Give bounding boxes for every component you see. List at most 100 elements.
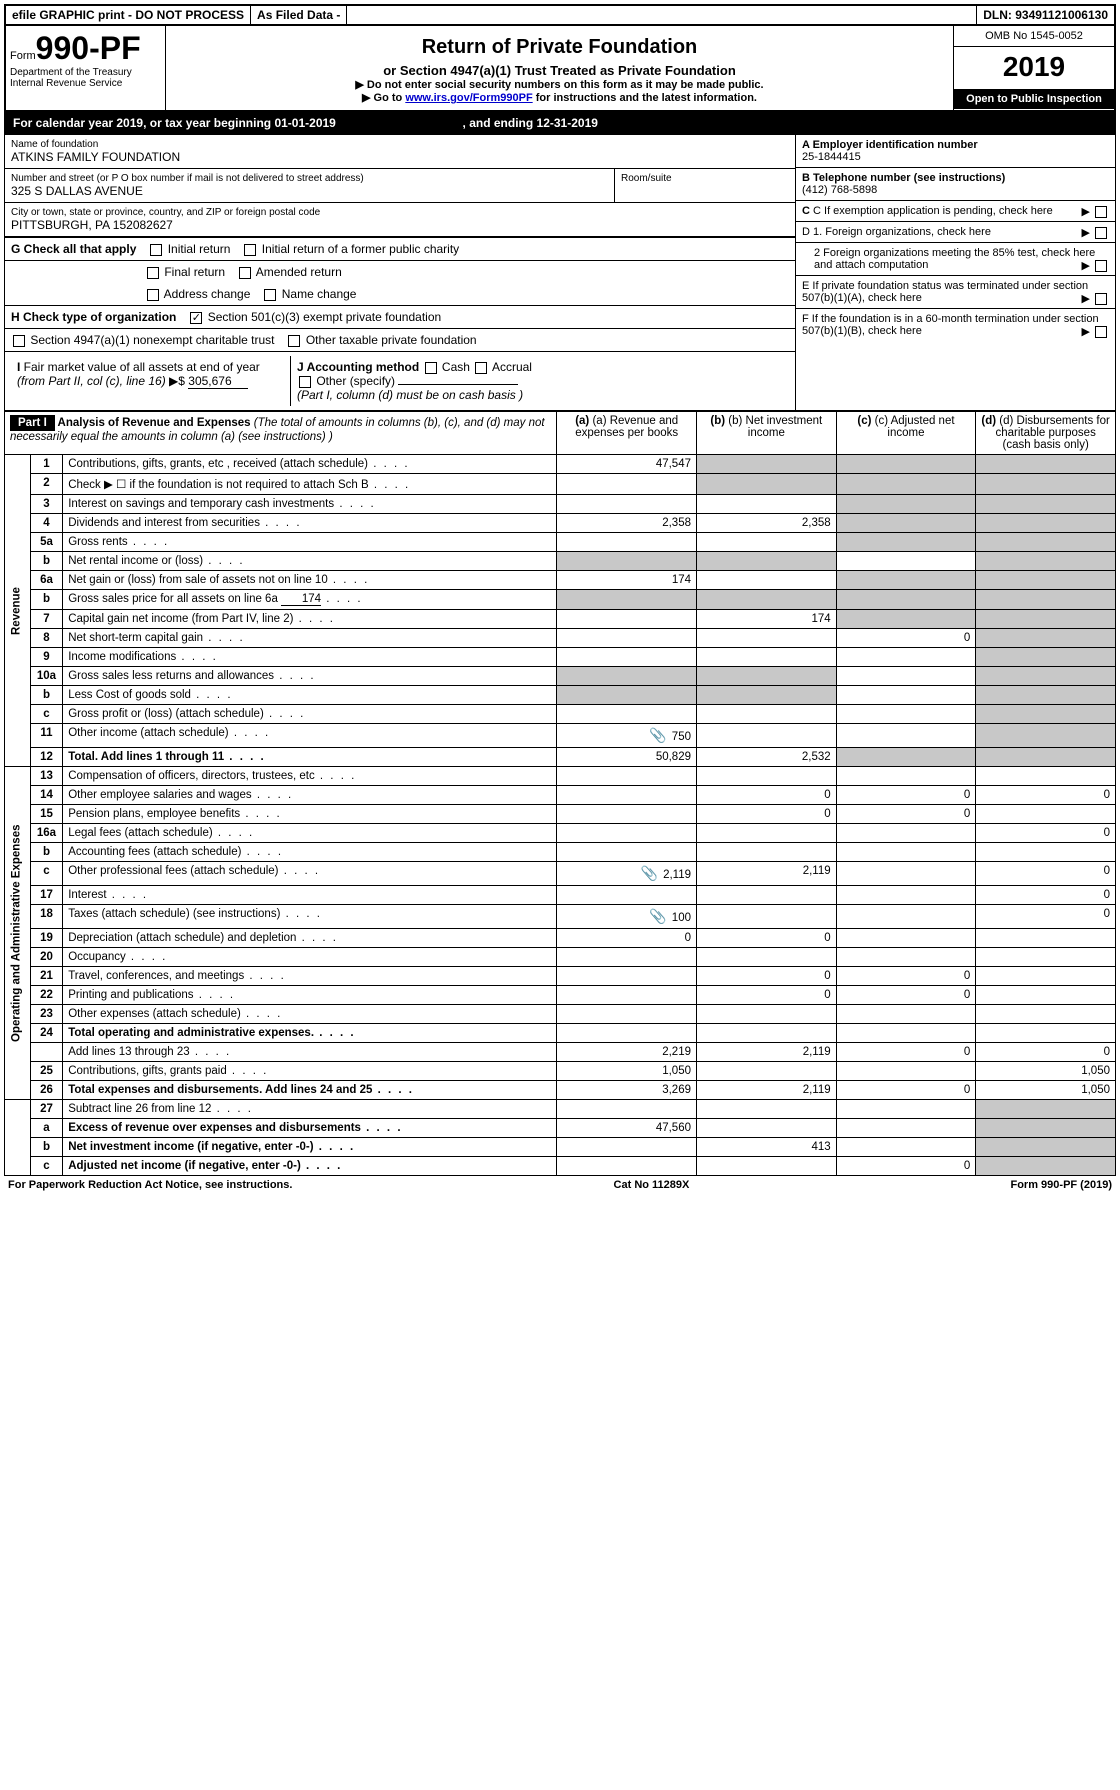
amount-cell bbox=[976, 590, 1116, 610]
amount-cell bbox=[836, 648, 976, 667]
footer-right: Form 990-PF (2019) bbox=[1010, 1179, 1112, 1191]
side-label: Revenue bbox=[5, 455, 31, 767]
amount-cell bbox=[697, 767, 837, 786]
amount-cell: 2,358 bbox=[557, 514, 697, 533]
form-prefix: Form bbox=[10, 50, 36, 62]
omb-number: OMB No 1545-0052 bbox=[954, 26, 1114, 47]
form-number: 990-PF bbox=[36, 30, 141, 66]
tax-year: 2019 bbox=[954, 47, 1114, 87]
checkbox-d2[interactable] bbox=[1095, 260, 1107, 272]
table-row: bGross sales price for all assets on lin… bbox=[5, 590, 1116, 610]
checkbox-4947[interactable] bbox=[13, 335, 25, 347]
line-description: Depreciation (attach schedule) and deple… bbox=[63, 929, 557, 948]
col-b-header: (b) (b) Net investment income bbox=[697, 412, 837, 455]
d1-cell: D 1. Foreign organizations, check here ▶ bbox=[796, 222, 1115, 243]
g-label: G Check all that apply bbox=[11, 242, 136, 256]
line-number: b bbox=[30, 843, 62, 862]
table-row: Revenue1Contributions, gifts, grants, et… bbox=[5, 455, 1116, 474]
table-row: 18Taxes (attach schedule) (see instructi… bbox=[5, 905, 1116, 929]
section-j: J Accounting method Cash Accrual Other (… bbox=[291, 356, 789, 406]
checkbox-address-change[interactable] bbox=[147, 289, 159, 301]
amount-cell bbox=[836, 862, 976, 886]
amount-cell: 0 bbox=[976, 905, 1116, 929]
table-row: 22Printing and publications00 bbox=[5, 986, 1116, 1005]
checkbox-d1[interactable] bbox=[1095, 227, 1107, 239]
line-description: Excess of revenue over expenses and disb… bbox=[63, 1119, 557, 1138]
line-number: c bbox=[30, 705, 62, 724]
line-description: Dividends and interest from securities bbox=[63, 514, 557, 533]
line-description: Gross sales less returns and allowances bbox=[63, 667, 557, 686]
checkbox-cash[interactable] bbox=[425, 362, 437, 374]
amount-cell bbox=[836, 495, 976, 514]
amount-cell: 2,532 bbox=[697, 748, 837, 767]
amount-cell bbox=[697, 724, 837, 748]
checkbox-name-change[interactable] bbox=[264, 289, 276, 301]
amount-cell bbox=[557, 767, 697, 786]
table-row: 12Total. Add lines 1 through 1150,8292,5… bbox=[5, 748, 1116, 767]
header-left: Form990-PF Department of the Treasury In… bbox=[6, 26, 166, 110]
table-row: 19Depreciation (attach schedule) and dep… bbox=[5, 929, 1116, 948]
amount-cell bbox=[836, 552, 976, 571]
table-row: cGross profit or (loss) (attach schedule… bbox=[5, 705, 1116, 724]
amount-cell bbox=[836, 724, 976, 748]
line-number: b bbox=[30, 1138, 62, 1157]
page-footer: For Paperwork Reduction Act Notice, see … bbox=[4, 1176, 1116, 1194]
amount-cell bbox=[697, 667, 837, 686]
amount-cell bbox=[836, 474, 976, 495]
amount-cell bbox=[836, 705, 976, 724]
amount-cell bbox=[976, 967, 1116, 986]
checkbox-other-taxable[interactable] bbox=[288, 335, 300, 347]
amount-cell: 0 bbox=[836, 1081, 976, 1100]
amount-cell bbox=[557, 610, 697, 629]
checkbox-other-method[interactable] bbox=[299, 376, 311, 388]
line-number: 24 bbox=[30, 1024, 62, 1043]
line-number: 11 bbox=[30, 724, 62, 748]
line-number: 19 bbox=[30, 929, 62, 948]
checkbox-initial-former[interactable] bbox=[244, 244, 256, 256]
amount-cell: 📎 2,119 bbox=[557, 862, 697, 886]
open-inspection: Open to Public Inspection bbox=[954, 89, 1114, 109]
checkbox-501c3[interactable]: ✓ bbox=[190, 312, 202, 324]
checkbox-amended[interactable] bbox=[239, 267, 251, 279]
amount-cell bbox=[557, 948, 697, 967]
c-cell: C C If exemption application is pending,… bbox=[796, 201, 1115, 222]
checkbox-f[interactable] bbox=[1095, 326, 1107, 338]
amount-cell bbox=[836, 590, 976, 610]
table-row: 2Check ▶ ☐ if the foundation is not requ… bbox=[5, 474, 1116, 495]
amount-cell: 3,269 bbox=[557, 1081, 697, 1100]
amount-cell bbox=[557, 667, 697, 686]
h-label: H Check type of organization bbox=[11, 310, 176, 324]
table-row: cAdjusted net income (if negative, enter… bbox=[5, 1157, 1116, 1176]
section-i: I Fair market value of all assets at end… bbox=[11, 356, 291, 406]
table-row: Operating and Administrative Expenses13C… bbox=[5, 767, 1116, 786]
amount-cell: 2,358 bbox=[697, 514, 837, 533]
checkbox-initial-return[interactable] bbox=[150, 244, 162, 256]
line-description: Accounting fees (attach schedule) bbox=[63, 843, 557, 862]
checkbox-final-return[interactable] bbox=[147, 267, 159, 279]
checkbox-c[interactable] bbox=[1095, 206, 1107, 218]
irs-link[interactable]: www.irs.gov/Form990PF bbox=[405, 92, 532, 104]
amount-cell bbox=[557, 824, 697, 843]
amount-cell bbox=[976, 948, 1116, 967]
line-number: 4 bbox=[30, 514, 62, 533]
amount-cell bbox=[697, 571, 837, 590]
attachment-icon: 📎 bbox=[649, 727, 666, 744]
side-label-empty bbox=[5, 1100, 31, 1176]
line-description: Occupancy bbox=[63, 948, 557, 967]
table-row: 21Travel, conferences, and meetings00 bbox=[5, 967, 1116, 986]
table-row: 27Subtract line 26 from line 12 bbox=[5, 1100, 1116, 1119]
ein-value: 25-1844415 bbox=[802, 151, 1109, 163]
col-c-header: (c) (c) Adjusted net income bbox=[836, 412, 976, 455]
checkbox-e[interactable] bbox=[1095, 293, 1107, 305]
amount-cell bbox=[976, 843, 1116, 862]
checkbox-accrual[interactable] bbox=[475, 362, 487, 374]
amount-cell bbox=[557, 686, 697, 705]
line-number: 3 bbox=[30, 495, 62, 514]
amount-cell bbox=[557, 886, 697, 905]
amount-cell: 0 bbox=[697, 929, 837, 948]
amount-cell bbox=[976, 1119, 1116, 1138]
table-row: Add lines 13 through 232,2192,11900 bbox=[5, 1043, 1116, 1062]
amount-cell bbox=[836, 748, 976, 767]
line-number: 21 bbox=[30, 967, 62, 986]
line-number: a bbox=[30, 1119, 62, 1138]
